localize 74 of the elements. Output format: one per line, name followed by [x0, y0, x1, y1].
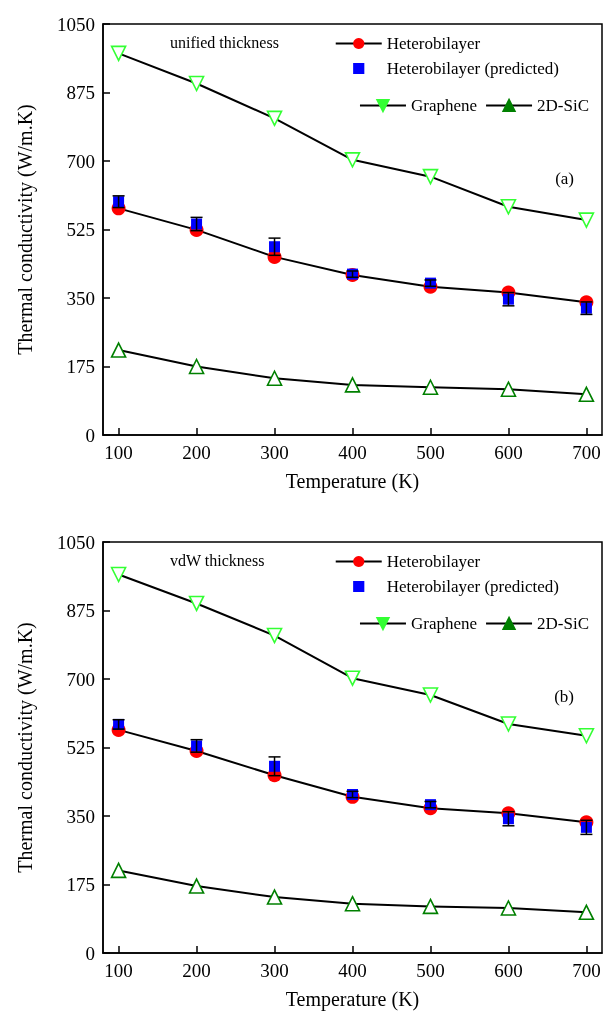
- x-axis-title: Temperature (K): [285, 988, 420, 1011]
- annotation: (a): [555, 169, 575, 188]
- x-tick-label: 400: [338, 960, 367, 981]
- y-tick-label: 1050: [57, 13, 95, 35]
- y-tick-label: 350: [66, 287, 95, 309]
- point: [269, 241, 281, 253]
- x-axis-title: Temperature (K): [285, 470, 420, 493]
- y-axis-title: Thermal conductivity (W/m.K): [14, 104, 37, 355]
- x-tick-label: 300: [260, 442, 289, 463]
- x-tick-label: 500: [416, 442, 445, 463]
- legend-label: Heterobilayer (predicted): [386, 577, 560, 596]
- point: [422, 898, 439, 915]
- point: [110, 862, 127, 879]
- point: [266, 627, 283, 644]
- x-tick-label: 700: [572, 442, 601, 463]
- point: [266, 370, 283, 387]
- point: [188, 595, 205, 612]
- x-tick-label: 700: [572, 960, 601, 981]
- x-tick-label: 600: [494, 442, 523, 463]
- point: [110, 566, 127, 583]
- point: [500, 900, 517, 916]
- legend-label: Heterobilayer: [386, 34, 481, 53]
- x-tick-label: 500: [416, 960, 445, 981]
- x-tick-label: 200: [182, 960, 211, 981]
- point: [344, 895, 361, 912]
- y-tick-label: 0: [85, 942, 95, 964]
- x-tick-label: 100: [104, 960, 133, 981]
- x-tick-label: 200: [182, 442, 211, 463]
- legend-label: Heterobilayer: [386, 552, 481, 571]
- legend-label: 2D-SiC: [537, 614, 590, 633]
- y-tick-label: 525: [66, 219, 95, 240]
- point: [422, 687, 439, 703]
- point: [188, 358, 205, 375]
- point: [188, 878, 205, 894]
- point: [578, 904, 595, 921]
- point: [422, 379, 439, 396]
- y-tick-label: 175: [66, 356, 95, 377]
- y-tick-label: 875: [66, 600, 95, 621]
- point: [188, 75, 205, 92]
- legend-label: Graphene: [410, 614, 478, 633]
- x-tick-label: 600: [494, 960, 523, 981]
- point: [344, 152, 361, 168]
- point: [578, 386, 595, 403]
- point: [500, 716, 517, 732]
- y-axis-title: Thermal conductivity (W/m.K): [14, 622, 37, 873]
- point: [110, 45, 127, 62]
- point: [578, 212, 595, 228]
- y-tick-label: 350: [66, 805, 95, 827]
- annotation: vdW thickness: [170, 551, 265, 569]
- x-tick-label: 100: [104, 442, 133, 463]
- point: [266, 110, 283, 127]
- x-tick-label: 400: [338, 442, 367, 463]
- y-tick-label: 700: [66, 668, 95, 690]
- x-tick-label: 300: [260, 960, 289, 981]
- point: [578, 727, 595, 744]
- annotation: (b): [554, 687, 575, 706]
- point: [500, 381, 517, 397]
- point: [500, 199, 517, 215]
- legend-label: Heterobilayer (predicted): [386, 59, 560, 78]
- y-tick-label: 175: [66, 874, 95, 895]
- annotation: unified thickness: [170, 33, 279, 51]
- legend-label: Graphene: [410, 96, 478, 115]
- y-tick-label: 875: [66, 82, 95, 103]
- y-tick-label: 700: [66, 150, 95, 172]
- y-tick-label: 0: [85, 424, 95, 446]
- point: [344, 377, 361, 393]
- point: [269, 760, 281, 772]
- point: [344, 670, 361, 687]
- point: [422, 168, 439, 185]
- legend-label: 2D-SiC: [537, 96, 590, 115]
- point: [110, 342, 127, 358]
- y-tick-label: 1050: [57, 531, 95, 553]
- y-tick-label: 525: [66, 737, 95, 758]
- point: [266, 889, 283, 905]
